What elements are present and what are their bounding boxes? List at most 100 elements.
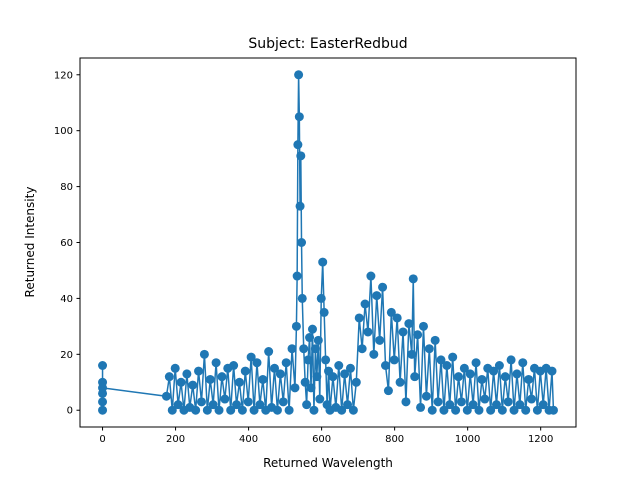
data-point: [424, 344, 434, 354]
data-point: [202, 405, 212, 415]
data-point: [381, 361, 391, 370]
data-point: [243, 397, 253, 407]
x-tick-label: 1000: [455, 434, 480, 445]
data-point: [427, 405, 437, 415]
data-point: [297, 238, 307, 247]
data-point: [465, 369, 475, 379]
data-point: [258, 374, 268, 384]
data-point: [430, 335, 440, 345]
data-point: [234, 377, 244, 387]
y-tick-label: 120: [54, 70, 73, 81]
x-tick-label: 0: [99, 434, 105, 445]
data-point: [413, 330, 423, 340]
data-point: [375, 335, 385, 345]
data-point: [378, 282, 388, 292]
data-point: [491, 400, 501, 410]
data-point: [281, 358, 291, 368]
data-point: [205, 374, 215, 384]
data-point: [319, 307, 329, 317]
data-point: [468, 400, 478, 410]
data-point: [237, 405, 247, 415]
x-tick-label: 200: [166, 434, 185, 445]
data-point: [291, 321, 301, 331]
data-point: [433, 397, 443, 407]
data-point: [348, 405, 358, 415]
plot-area: [98, 70, 558, 415]
data-point: [252, 358, 262, 368]
data-point: [229, 361, 239, 370]
x-axis-label: Returned Wavelength: [263, 456, 393, 470]
data-point: [302, 400, 312, 410]
data-point: [360, 299, 370, 309]
data-point: [214, 405, 224, 415]
data-point: [494, 361, 504, 370]
data-point: [199, 349, 209, 359]
data-point: [300, 377, 310, 387]
data-point: [340, 369, 350, 379]
data-point: [518, 358, 528, 368]
data-point: [98, 361, 108, 370]
data-point: [503, 397, 513, 407]
data-point: [524, 374, 534, 384]
data-point: [270, 363, 280, 373]
data-point: [292, 271, 302, 281]
data-point: [392, 313, 402, 323]
data-point: [315, 394, 325, 404]
data-point: [316, 293, 326, 303]
data-point: [527, 394, 537, 404]
x-tick-label: 400: [239, 434, 258, 445]
data-point: [240, 366, 250, 376]
data-point: [462, 405, 472, 415]
data-point: [196, 397, 206, 407]
data-point: [305, 333, 315, 343]
data-point: [480, 394, 490, 404]
data-point: [410, 372, 420, 382]
data-point: [408, 274, 418, 284]
data-point: [401, 397, 411, 407]
data-point: [321, 355, 331, 365]
data-point: [369, 349, 379, 359]
data-point: [290, 383, 300, 393]
data-point: [307, 324, 317, 334]
data-point: [477, 374, 487, 384]
chart-title: Subject: EasterRedbud: [248, 36, 407, 52]
data-point: [232, 400, 242, 410]
data-point: [164, 372, 174, 382]
data-point: [98, 383, 108, 393]
data-point: [357, 344, 367, 354]
data-point: [275, 369, 285, 379]
data-point: [293, 140, 303, 150]
data-point: [448, 352, 458, 362]
data-point: [354, 313, 364, 323]
data-point: [532, 405, 542, 415]
data-point: [98, 397, 108, 407]
data-point: [506, 355, 516, 365]
y-tick-label: 80: [60, 182, 73, 193]
y-axis-label: Returned Intensity: [23, 187, 37, 298]
data-point: [264, 347, 274, 357]
data-point: [287, 344, 297, 354]
y-tick-label: 40: [60, 294, 73, 305]
x-tick-label: 600: [312, 434, 331, 445]
data-point: [386, 307, 396, 317]
data-point: [220, 394, 230, 404]
data-point: [454, 372, 464, 382]
data-point: [249, 405, 259, 415]
y-tick-label: 20: [60, 350, 73, 361]
data-point: [366, 271, 376, 281]
data-point: [303, 355, 313, 365]
data-point: [372, 291, 382, 301]
data-point: [363, 327, 373, 337]
data-point: [295, 201, 305, 211]
y-tick-label: 60: [60, 238, 73, 249]
data-point: [217, 372, 227, 382]
data-point: [404, 319, 414, 329]
data-point: [226, 405, 236, 415]
data-point: [398, 327, 408, 337]
data-point: [436, 355, 446, 365]
x-tick-label: 1200: [528, 434, 553, 445]
data-point: [294, 112, 304, 122]
data-point: [515, 400, 525, 410]
data-point: [509, 405, 519, 415]
data-point: [297, 293, 307, 303]
